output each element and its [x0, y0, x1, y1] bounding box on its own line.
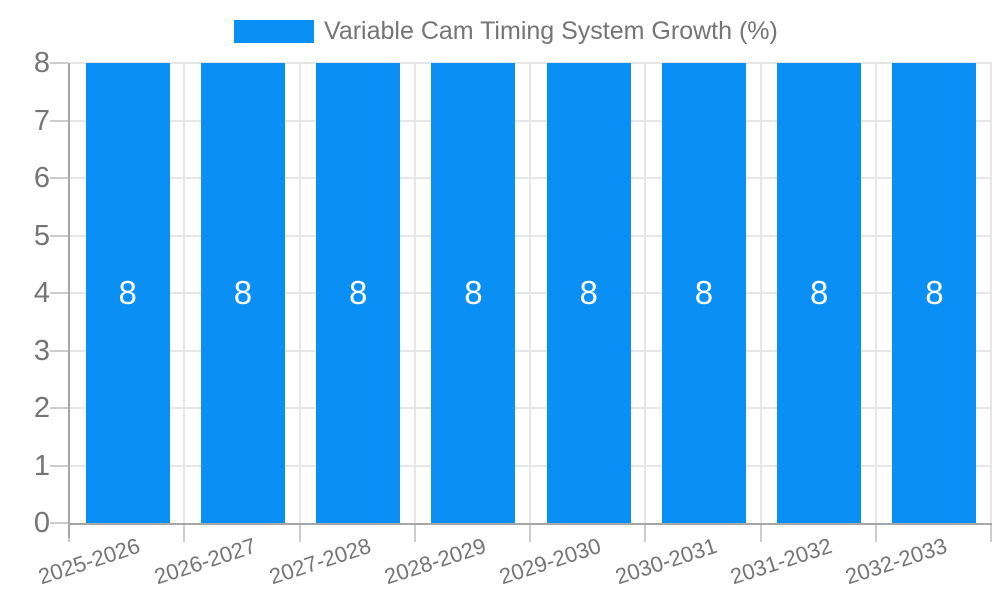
- y-tick-label: 5: [33, 219, 50, 252]
- v-gridline: [990, 63, 992, 523]
- x-axis-tick: [413, 525, 416, 542]
- y-axis-tick: [50, 292, 68, 294]
- v-gridline: [759, 63, 762, 523]
- x-tick-label: 2026-2027: [150, 533, 259, 590]
- y-tick-label: 8: [33, 47, 50, 79]
- legend-swatch: [234, 19, 314, 43]
- x-axis-tick: [298, 525, 301, 542]
- x-axis-tick: [183, 525, 186, 542]
- bar: [431, 63, 516, 523]
- x-axis-line: [68, 523, 992, 525]
- bar-value-label: 8: [925, 274, 944, 311]
- y-axis-tick: [50, 119, 68, 122]
- v-gridline: [183, 63, 186, 523]
- y-tick-label: 3: [33, 334, 50, 367]
- x-axis-tick: [759, 525, 762, 542]
- y-tick-label: 4: [33, 277, 50, 309]
- x-tick-label: 2025-2026: [35, 533, 144, 590]
- v-gridline: [644, 63, 647, 523]
- h-gridline: [70, 177, 992, 179]
- x-axis-tick: [990, 525, 992, 542]
- y-axis-tick: [50, 234, 68, 237]
- y-tick-label: 6: [33, 162, 50, 194]
- h-gridline: [70, 349, 992, 352]
- h-gridline: [70, 292, 992, 294]
- h-gridline: [70, 464, 992, 467]
- x-axis-tick: [874, 525, 877, 542]
- y-axis-tick: [50, 522, 68, 524]
- x-tick-label: 2027-2028: [266, 533, 374, 590]
- bar: [777, 63, 862, 523]
- x-tick-label: 2030-2031: [611, 533, 720, 590]
- bar: [316, 63, 401, 523]
- y-axis-tick: [50, 464, 68, 467]
- x-axis-tick: [529, 525, 531, 542]
- y-axis-tick: [50, 349, 68, 352]
- y-axis-tick: [50, 177, 68, 179]
- x-axis-tick: [644, 525, 647, 542]
- bar-value-label: 8: [118, 274, 137, 311]
- y-tick-label: 7: [33, 104, 50, 137]
- bar: [661, 63, 746, 523]
- h-gridline: [70, 407, 992, 409]
- bar-value-label: 8: [809, 274, 829, 311]
- bar-value-label: 8: [464, 274, 483, 311]
- legend: Variable Cam Timing System Growth (%): [234, 16, 778, 46]
- y-tick-label: 1: [33, 449, 50, 482]
- h-gridline: [70, 62, 992, 64]
- bar-value-label: 8: [579, 274, 598, 311]
- bar-value-label: 8: [348, 274, 368, 311]
- h-gridline: [70, 119, 992, 122]
- bar: [546, 63, 631, 523]
- v-gridline: [413, 63, 416, 523]
- x-tick-label: 2029-2030: [496, 533, 605, 590]
- y-tick-label: 2: [33, 392, 50, 424]
- bar-value-label: 8: [233, 274, 253, 311]
- chart-title: Variable Cam Timing System Growth (%): [324, 17, 778, 45]
- x-tick-label: 2028-2029: [381, 533, 490, 590]
- h-gridline: [70, 234, 992, 237]
- y-tick-label: 0: [33, 507, 50, 539]
- y-axis-tick: [50, 62, 68, 64]
- y-axis-tick: [50, 407, 68, 409]
- bar-value-label: 8: [694, 274, 714, 311]
- bar: [85, 63, 170, 523]
- x-tick-label: 2032-2033: [842, 533, 951, 590]
- v-gridline: [298, 63, 301, 523]
- v-gridline: [874, 63, 877, 523]
- bar: [892, 63, 977, 523]
- x-tick-label: 2031-2032: [727, 533, 835, 590]
- y-axis-line: [68, 63, 70, 538]
- v-gridline: [529, 63, 531, 523]
- bar: [200, 63, 285, 523]
